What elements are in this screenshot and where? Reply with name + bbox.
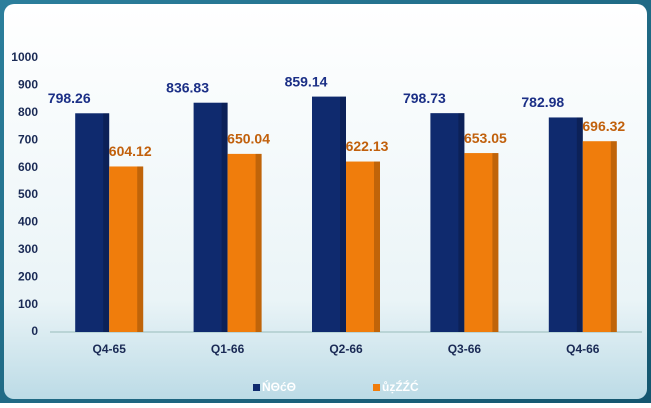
bar-shade (103, 113, 110, 332)
value-label: 650.04 (227, 131, 270, 147)
bar (346, 161, 380, 332)
bar-shade (576, 117, 583, 333)
bar (582, 141, 617, 332)
legend-label: ŃΘćΘ (262, 379, 296, 394)
bar-shade (255, 153, 262, 332)
y-tick-label: 1000 (11, 50, 38, 64)
y-tick-label: 600 (18, 160, 38, 174)
bar (109, 166, 144, 332)
bar (227, 153, 262, 332)
x-tick-label: Q2-66 (329, 342, 363, 356)
bar (193, 102, 228, 332)
value-label: 782.98 (521, 94, 564, 110)
x-tick-label: Q1-66 (211, 342, 245, 356)
value-label: 798.26 (48, 90, 91, 106)
bar-shade (340, 96, 346, 332)
y-tick-label: 500 (18, 187, 38, 201)
value-label: 836.83 (166, 79, 209, 95)
y-tick-label: 0 (31, 324, 38, 338)
x-tick-label: Q4-66 (566, 342, 600, 356)
value-label: 653.05 (464, 130, 507, 146)
y-tick-label: 400 (18, 215, 38, 229)
bar (548, 117, 583, 333)
y-tick-label: 800 (18, 105, 38, 119)
value-label: 696.32 (582, 118, 625, 134)
legend-label: ůẓŹŹĆ (382, 379, 419, 394)
bar-shade (492, 153, 499, 332)
legend-swatch (373, 384, 380, 391)
y-tick-label: 900 (18, 78, 38, 92)
y-tick-label: 700 (18, 132, 38, 146)
y-tick-label: 100 (18, 297, 38, 311)
bar-shade (137, 166, 144, 332)
bar (312, 96, 346, 332)
value-label: 798.73 (403, 90, 446, 106)
bar (430, 113, 465, 332)
bar-shade (221, 102, 228, 332)
bar-shade (458, 113, 465, 332)
value-label: 604.12 (109, 143, 152, 159)
y-tick-label: 300 (18, 242, 38, 256)
value-label: 859.14 (285, 73, 328, 89)
bar (464, 153, 499, 332)
legend-swatch (253, 384, 260, 391)
x-tick-label: Q4-65 (93, 342, 127, 356)
value-label: 622.13 (346, 138, 389, 154)
bar (75, 113, 110, 332)
bar-shade (610, 141, 617, 332)
y-tick-label: 200 (18, 269, 38, 283)
bar-shade (374, 161, 380, 332)
x-tick-label: Q3-66 (448, 342, 482, 356)
